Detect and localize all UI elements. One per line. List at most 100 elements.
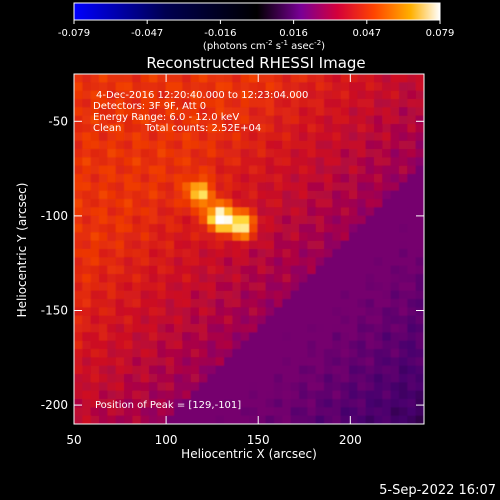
heatmap-cell <box>249 74 258 83</box>
x-tick-label: 50 <box>66 433 81 447</box>
heatmap-cell <box>190 282 200 292</box>
heatmap-cell <box>240 165 250 175</box>
heatmap-cell <box>99 299 108 308</box>
heatmap-cell <box>257 415 267 424</box>
heatmap-cell <box>174 199 183 208</box>
heatmap-cell <box>365 165 375 175</box>
heatmap-cell <box>357 265 367 275</box>
heatmap-cell <box>290 215 300 225</box>
heatmap-cell <box>207 124 217 133</box>
heatmap-cell <box>174 324 183 333</box>
heatmap-cell <box>165 390 175 400</box>
heatmap-cell <box>74 249 83 258</box>
heatmap-cell <box>82 349 92 358</box>
heatmap-cell <box>240 282 250 292</box>
heatmap-cell <box>224 324 233 333</box>
heatmap-cell <box>332 274 342 283</box>
heatmap-cell <box>90 132 100 142</box>
heatmap-cell <box>232 407 242 417</box>
heatmap-cell <box>315 240 325 250</box>
heatmap-cell <box>332 332 342 342</box>
heatmap-cell <box>415 290 424 300</box>
heatmap-cell <box>149 215 158 225</box>
heatmap-cell <box>374 257 383 267</box>
heatmap-cell <box>299 332 308 342</box>
heatmap-cell <box>107 332 117 342</box>
heatmap-cell <box>182 349 192 358</box>
heatmap-cell <box>174 399 183 408</box>
heatmap-cell <box>399 140 408 150</box>
heatmap-cell <box>390 215 400 225</box>
heatmap-cell <box>365 349 375 358</box>
heatmap-cell <box>274 299 283 308</box>
heatmap-cell <box>349 174 358 183</box>
heatmap-cell <box>349 290 358 300</box>
heatmap-cell <box>232 290 242 300</box>
heatmap-cell <box>157 265 167 275</box>
heatmap-cell <box>340 207 350 217</box>
heatmap-cell <box>349 124 358 133</box>
heatmap-cell <box>232 82 242 92</box>
heatmap-cell <box>340 374 350 383</box>
heatmap-cell <box>199 374 208 383</box>
heatmap-cell <box>332 290 342 300</box>
heatmap-cell <box>282 315 292 325</box>
heatmap-cell <box>82 182 92 192</box>
heatmap-cell <box>415 182 424 192</box>
heatmap-cell <box>315 124 325 133</box>
heatmap-cell <box>357 374 367 383</box>
heatmap-cell <box>99 140 108 150</box>
heatmap-cell <box>415 415 424 424</box>
colorbar-unit-label: (photons cm-2 s-1 asec-2) <box>203 39 325 52</box>
heatmap-cell <box>265 365 275 375</box>
heatmap-cell <box>407 90 417 100</box>
heatmap-cell <box>307 215 317 225</box>
heatmap-cell <box>290 340 300 350</box>
heatmap-cell <box>407 390 417 400</box>
heatmap-cell <box>174 232 183 242</box>
heatmap-cell <box>149 332 158 342</box>
heatmap-cell <box>282 324 292 333</box>
heatmap-cell <box>332 315 342 325</box>
heatmap-cell <box>132 82 142 92</box>
heatmap-cell <box>249 107 258 117</box>
heatmap-cell <box>415 240 424 250</box>
heatmap-cell <box>157 357 167 367</box>
heatmap-cell <box>374 215 383 225</box>
heatmap-cell <box>349 332 358 342</box>
heatmap-cell <box>415 332 424 342</box>
heatmap-cell <box>265 207 275 217</box>
heatmap-cell <box>199 257 208 267</box>
heatmap-cell <box>349 82 358 92</box>
heatmap-cell <box>407 107 417 117</box>
heatmap-cell <box>340 232 350 242</box>
heatmap-cell <box>207 140 217 150</box>
heatmap-cell <box>190 315 200 325</box>
heatmap-cell <box>274 82 283 92</box>
heatmap-cell <box>190 349 200 358</box>
heatmap-cell <box>390 232 400 242</box>
heatmap-cell <box>249 190 258 200</box>
heatmap-cell <box>257 315 267 325</box>
heatmap-cell <box>290 257 300 267</box>
heatmap-cell <box>390 124 400 133</box>
heatmap-cell <box>232 349 242 358</box>
heatmap-cell <box>90 90 100 100</box>
heatmap-cell <box>365 274 375 283</box>
heatmap-cell <box>232 240 242 250</box>
heatmap-cell <box>324 307 333 317</box>
heatmap-cell <box>407 165 417 175</box>
heatmap-cell <box>307 349 317 358</box>
heatmap-cell <box>224 307 233 317</box>
heatmap-cell <box>282 107 292 117</box>
heatmap-cell <box>140 307 150 317</box>
heatmap-cell <box>165 365 175 375</box>
heatmap-cell <box>182 232 192 242</box>
heatmap-cell <box>315 407 325 417</box>
heatmap-cell <box>124 290 133 300</box>
heatmap-cell <box>215 182 225 192</box>
heatmap-cell <box>99 82 108 92</box>
heatmap-cell <box>82 290 92 300</box>
heatmap-cell <box>415 107 424 117</box>
heatmap-cell <box>165 74 175 83</box>
